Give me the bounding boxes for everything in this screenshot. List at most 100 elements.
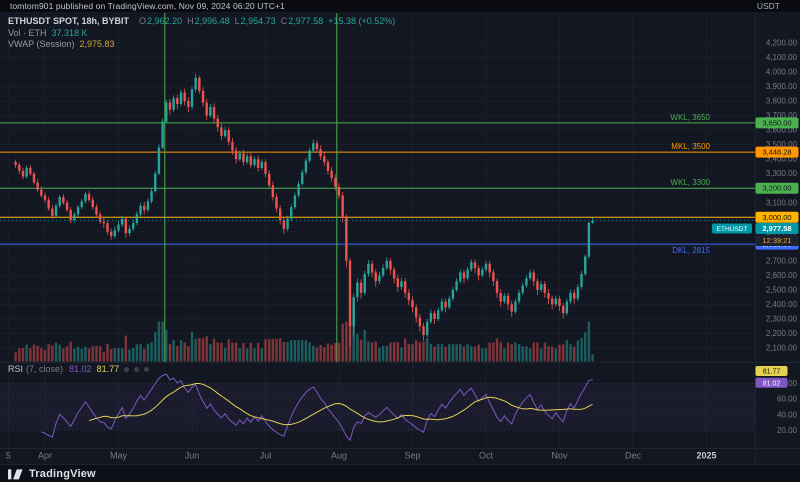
candle[interactable] — [389, 260, 392, 270]
candle[interactable] — [205, 102, 208, 116]
candle[interactable] — [150, 191, 153, 202]
candle[interactable] — [576, 287, 580, 299]
candle[interactable] — [337, 186, 341, 196]
candle[interactable] — [139, 205, 142, 215]
candle[interactable] — [334, 178, 337, 187]
candle[interactable] — [422, 326, 425, 335]
candle[interactable] — [223, 130, 227, 136]
candle[interactable] — [569, 292, 572, 302]
candle[interactable] — [249, 156, 252, 165]
candle[interactable] — [21, 170, 25, 177]
candle[interactable] — [179, 92, 183, 104]
candle[interactable] — [58, 196, 61, 206]
candle[interactable] — [95, 207, 98, 215]
candle[interactable] — [477, 268, 480, 276]
candle[interactable] — [352, 297, 355, 327]
candle[interactable] — [43, 195, 47, 200]
candle[interactable] — [591, 220, 594, 223]
candle[interactable] — [293, 195, 297, 208]
candle[interactable] — [378, 275, 381, 282]
candle[interactable] — [510, 304, 513, 312]
candle[interactable] — [451, 289, 455, 299]
candle[interactable] — [506, 295, 510, 305]
candle[interactable] — [264, 162, 267, 174]
candle[interactable] — [157, 147, 161, 174]
candle[interactable] — [561, 305, 565, 314]
candle[interactable] — [312, 143, 315, 151]
candle[interactable] — [495, 281, 499, 293]
candle[interactable] — [326, 162, 330, 171]
candle[interactable] — [146, 201, 150, 211]
candle[interactable] — [187, 101, 190, 107]
candle[interactable] — [14, 162, 17, 165]
candle[interactable] — [315, 143, 319, 150]
candle[interactable] — [113, 230, 117, 237]
candle[interactable] — [238, 153, 241, 160]
candle[interactable] — [84, 194, 87, 202]
candle[interactable] — [532, 272, 535, 282]
candle[interactable] — [227, 130, 230, 142]
candle[interactable] — [426, 321, 429, 335]
candle[interactable] — [437, 310, 440, 319]
tradingview-wordmark[interactable]: TradingView — [29, 467, 96, 480]
candle[interactable] — [209, 106, 212, 116]
candle[interactable] — [492, 272, 495, 282]
candle[interactable] — [536, 281, 539, 290]
candle[interactable] — [275, 196, 278, 209]
candle[interactable] — [234, 150, 238, 160]
candle[interactable] — [484, 263, 488, 270]
candle[interactable] — [517, 292, 521, 302]
candle[interactable] — [363, 273, 366, 293]
candle[interactable] — [18, 165, 21, 171]
candle[interactable] — [584, 256, 587, 274]
time-axis[interactable]: 5 Apr May Jun Jul Aug Sep Oct Nov Dec 2025 — [6, 451, 717, 461]
tradingview-logo-icon[interactable] — [8, 467, 23, 480]
candle[interactable] — [565, 301, 569, 314]
candle[interactable] — [403, 281, 407, 293]
candle[interactable] — [543, 284, 546, 293]
candle[interactable] — [455, 281, 458, 290]
candle[interactable] — [73, 214, 76, 221]
candle[interactable] — [367, 263, 370, 274]
candle[interactable] — [440, 301, 444, 311]
candle[interactable] — [414, 307, 418, 318]
vwap-legend-label[interactable]: VWAP (Session) — [8, 39, 75, 49]
candle[interactable] — [323, 156, 326, 163]
candle[interactable] — [341, 195, 344, 218]
gear-icon[interactable] — [134, 366, 140, 372]
candle[interactable] — [253, 159, 256, 165]
candle[interactable] — [587, 222, 591, 257]
candle[interactable] — [220, 127, 223, 136]
candle[interactable] — [40, 189, 43, 196]
candle[interactable] — [308, 150, 311, 161]
candle[interactable] — [521, 285, 524, 293]
candle[interactable] — [260, 162, 264, 168]
candle[interactable] — [433, 313, 436, 319]
candle[interactable] — [525, 278, 528, 286]
level-lines-layer[interactable]: WKL, 3650 MKL, 3500 WKL, 3300 DKL, 2815 — [0, 113, 755, 255]
candle[interactable] — [580, 273, 583, 287]
candle[interactable] — [231, 141, 234, 151]
candle[interactable] — [554, 298, 558, 305]
candle[interactable] — [381, 268, 385, 276]
candle[interactable] — [547, 292, 550, 299]
candle[interactable] — [466, 269, 469, 279]
candle[interactable] — [359, 282, 363, 293]
candle[interactable] — [201, 90, 205, 103]
candle[interactable] — [400, 281, 403, 287]
candle[interactable] — [499, 292, 502, 302]
candle[interactable] — [190, 89, 194, 107]
more-icon[interactable] — [144, 366, 150, 372]
vertical-lines-layer[interactable] — [164, 13, 338, 362]
candle[interactable] — [172, 98, 175, 110]
candle[interactable] — [411, 300, 414, 308]
candle[interactable] — [279, 208, 282, 221]
candle[interactable] — [558, 298, 561, 306]
candle[interactable] — [301, 172, 304, 184]
candle[interactable] — [290, 207, 293, 219]
candle[interactable] — [154, 173, 157, 192]
eye-icon[interactable] — [124, 366, 130, 372]
candle[interactable] — [267, 173, 271, 186]
candle[interactable] — [128, 228, 131, 234]
